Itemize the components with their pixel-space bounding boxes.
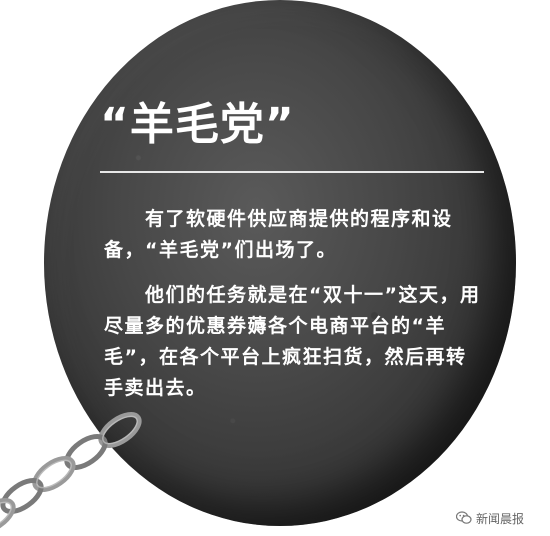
watermark-text: 新闻晨报 (476, 511, 525, 526)
wechat-icon (456, 511, 472, 524)
paragraph-1: 有了软硬件供应商提供的程序和设备，“羊毛党”们出场了。 (104, 208, 453, 261)
page-title: “羊毛党” (100, 99, 295, 150)
chain-icon (0, 411, 142, 535)
paragraph-2: 他们的任务就是在“双十一”这天，用尽量多的优惠券薅各个电商平台的“羊毛”，在各个… (104, 284, 481, 399)
source-watermark: 新闻晨报 (456, 508, 524, 528)
divider (100, 171, 484, 173)
